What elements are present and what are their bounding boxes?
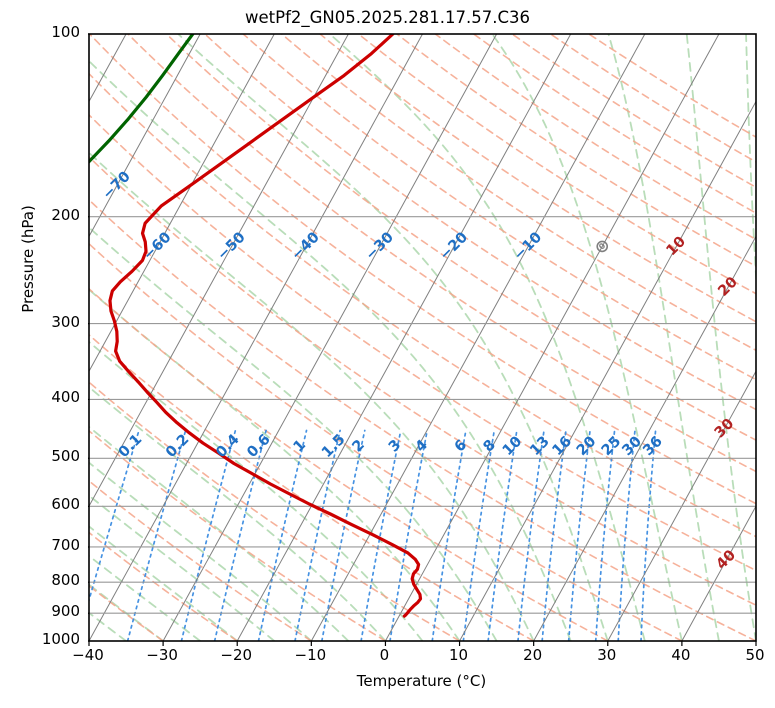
plot-area: −70 −60 −50 −40 −30 −20 −10 0 10 20 30 40 0.1 0.2 0.4… bbox=[88, 33, 757, 646]
plot-background bbox=[89, 34, 756, 641]
y-tick-200: 200 bbox=[51, 205, 80, 224]
sounding-profile-curves bbox=[89, 34, 423, 618]
x-tick-labels: −40 −30 −20 −10 0 10 20 30 40 50 bbox=[58, 646, 775, 670]
y-tick-300: 300 bbox=[51, 312, 80, 331]
y-tick-500: 500 bbox=[51, 447, 80, 466]
x-tick-50: 50 bbox=[745, 646, 765, 664]
x-tick-0: 0 bbox=[379, 646, 390, 664]
y-tick-600: 600 bbox=[51, 495, 80, 514]
x-tick--20: −20 bbox=[220, 646, 253, 664]
x-tick-40: 40 bbox=[671, 646, 691, 664]
isobar-lines bbox=[89, 34, 756, 641]
x-tick--10: −10 bbox=[294, 646, 327, 664]
x-tick--40: −40 bbox=[72, 646, 104, 664]
x-tick-10: 10 bbox=[449, 646, 469, 664]
x-tick-30: 30 bbox=[597, 646, 617, 664]
y-tick-labels: 100 200 300 400 500 600 700 800 900 1000 bbox=[18, 23, 80, 648]
figure-title: wetPf2_GN05.2025.281.17.57.C36 bbox=[245, 8, 530, 27]
dry-adiabat-lines bbox=[89, 34, 756, 641]
y-tick-400: 400 bbox=[51, 388, 80, 407]
y-tick-900: 900 bbox=[51, 602, 80, 621]
y-tick-800: 800 bbox=[51, 571, 80, 590]
svg-text:0: 0 bbox=[597, 241, 608, 252]
x-tick-20: 20 bbox=[523, 646, 543, 664]
isotherm-lines bbox=[89, 34, 756, 641]
y-tick-100: 100 bbox=[51, 23, 80, 41]
y-tick-700: 700 bbox=[51, 535, 80, 554]
x-axis-label: Temperature (°C) bbox=[356, 672, 487, 690]
y-tick-1000: 1000 bbox=[41, 630, 80, 648]
x-tick--30: −30 bbox=[146, 646, 178, 664]
temperature-profile-curve bbox=[108, 34, 423, 618]
mixing-ratio-lines bbox=[89, 429, 657, 641]
plot-border bbox=[88, 33, 757, 642]
